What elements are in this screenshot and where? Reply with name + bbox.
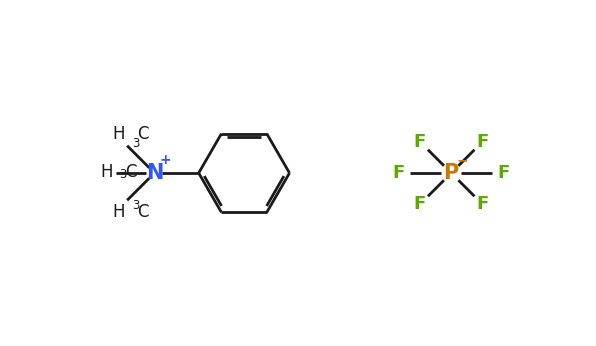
Text: H: H: [100, 163, 113, 181]
Text: H: H: [113, 202, 125, 220]
Text: −: −: [457, 154, 468, 167]
Text: F: F: [476, 133, 489, 151]
Text: H: H: [113, 126, 125, 144]
Text: C: C: [126, 163, 137, 181]
Text: 3: 3: [132, 137, 139, 151]
Text: F: F: [393, 164, 405, 182]
Text: N: N: [146, 163, 163, 183]
Text: F: F: [414, 133, 426, 151]
Text: C: C: [137, 126, 149, 144]
Text: 3: 3: [119, 167, 126, 181]
Text: C: C: [137, 202, 149, 220]
Text: +: +: [160, 153, 172, 167]
Text: 3: 3: [132, 199, 139, 212]
Text: P: P: [443, 163, 459, 183]
Text: F: F: [497, 164, 510, 182]
Text: F: F: [476, 195, 489, 213]
Text: F: F: [414, 195, 426, 213]
